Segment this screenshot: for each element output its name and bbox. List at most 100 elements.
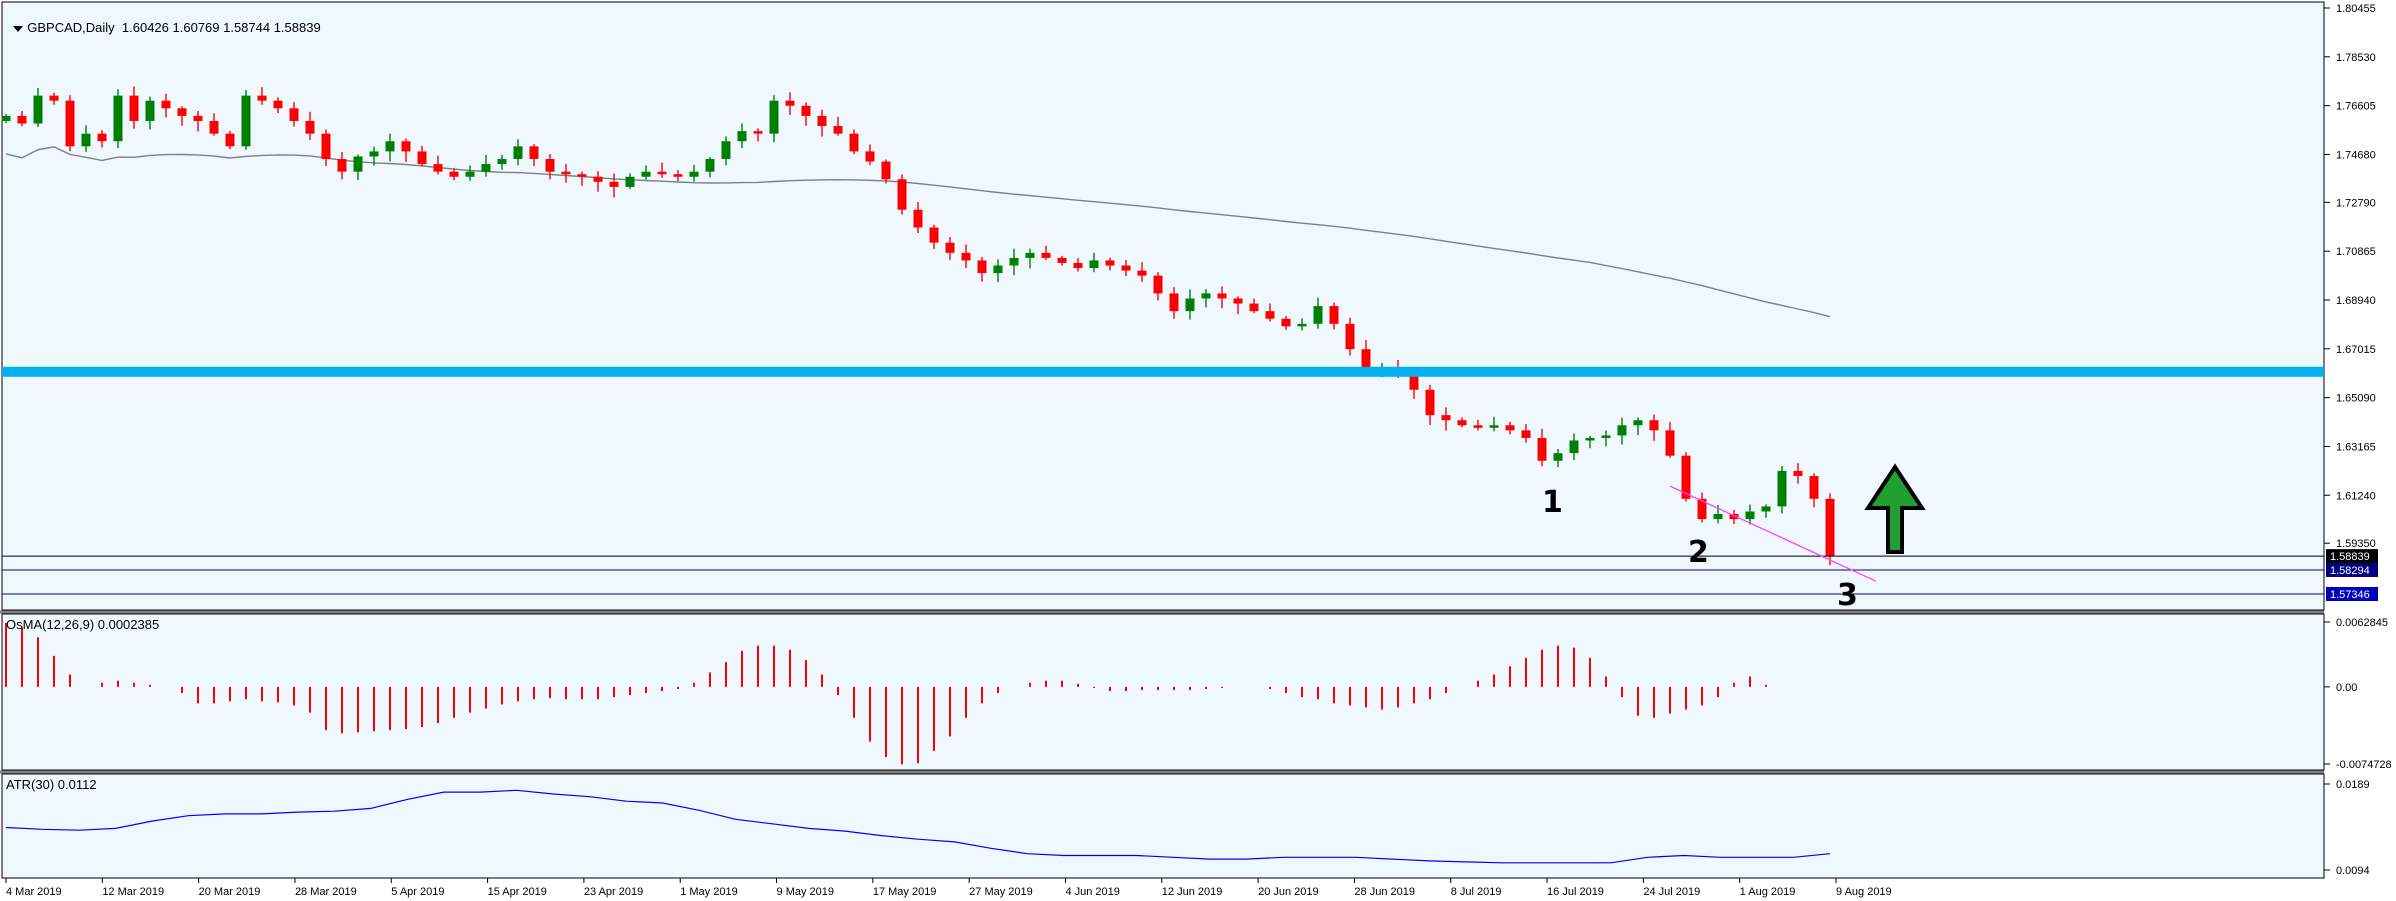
date-tick-label: 5 Apr 2019 bbox=[391, 886, 444, 898]
candle-body bbox=[625, 176, 635, 187]
candle-body bbox=[241, 95, 251, 147]
candle-body bbox=[1009, 257, 1019, 266]
support-zone-line[interactable] bbox=[2, 366, 2324, 377]
date-tick-label: 8 Jul 2019 bbox=[1451, 886, 1502, 898]
candle-body bbox=[545, 159, 555, 172]
candle-body bbox=[1825, 498, 1835, 557]
candle-body bbox=[609, 181, 619, 187]
candle-body bbox=[1409, 369, 1419, 390]
candle-body bbox=[1649, 420, 1659, 431]
candle-body bbox=[1169, 293, 1179, 312]
date-tick-label: 16 Jul 2019 bbox=[1547, 886, 1604, 898]
candle-body bbox=[1, 115, 11, 121]
osma-panel[interactable] bbox=[1, 613, 2325, 771]
date-tick-label: 15 Apr 2019 bbox=[488, 886, 547, 898]
ohlc-values: 1.60426 1.60769 1.58744 1.58839 bbox=[121, 20, 321, 35]
candle-body bbox=[1473, 425, 1483, 428]
candle-body bbox=[1249, 303, 1259, 312]
trendline[interactable] bbox=[1669, 485, 1877, 582]
up-arrow-icon bbox=[1864, 463, 1926, 554]
price-tick-label: 1.68940 bbox=[2336, 295, 2376, 307]
main-panel[interactable] bbox=[1, 1, 2325, 611]
date-tick-label: 1 Aug 2019 bbox=[1740, 886, 1796, 898]
candle-body bbox=[801, 105, 811, 116]
candle-body bbox=[465, 171, 475, 177]
candle-body bbox=[737, 131, 747, 142]
date-tick-label: 9 Aug 2019 bbox=[1836, 886, 1892, 898]
candle-body bbox=[257, 95, 267, 101]
osma-tick-label: -0.0074728 bbox=[2336, 759, 2392, 771]
osma-tick-label: 0.00 bbox=[2336, 682, 2357, 694]
date-tick-label: 1 May 2019 bbox=[680, 886, 737, 898]
candle-body bbox=[129, 95, 139, 121]
candle-body bbox=[1329, 306, 1339, 324]
candle-body bbox=[49, 95, 59, 101]
atr-tick-label: 0.0094 bbox=[2336, 865, 2370, 877]
candle-body bbox=[1681, 455, 1691, 499]
candle-body bbox=[657, 171, 667, 175]
candle-body bbox=[1201, 293, 1211, 299]
candle-body bbox=[945, 242, 955, 253]
price-label: 1.57346 bbox=[2330, 589, 2370, 601]
date-tick-label: 20 Mar 2019 bbox=[199, 886, 261, 898]
triangle-down-icon[interactable] bbox=[13, 25, 24, 32]
atr-tick-label: 0.0189 bbox=[2336, 779, 2370, 791]
candle-body bbox=[17, 115, 27, 124]
candle-body bbox=[1345, 323, 1355, 350]
candle-body bbox=[417, 151, 427, 165]
candle-body bbox=[929, 227, 939, 243]
price-label: 1.58294 bbox=[2330, 565, 2370, 577]
candle-body bbox=[1121, 265, 1131, 271]
candle-body bbox=[817, 115, 827, 127]
candle-body bbox=[833, 126, 843, 134]
osma-tick-label: 0.0062845 bbox=[2336, 617, 2388, 629]
candle-body bbox=[1425, 389, 1435, 416]
date-tick-label: 4 Mar 2019 bbox=[6, 886, 62, 898]
candle-body bbox=[1617, 425, 1627, 436]
candle-body bbox=[993, 265, 1003, 274]
candle-body bbox=[1217, 293, 1227, 299]
candle-body bbox=[193, 115, 203, 121]
candle-body bbox=[1137, 270, 1147, 276]
price-tick-label: 1.61240 bbox=[2336, 490, 2376, 502]
price-tick-label: 1.78530 bbox=[2336, 52, 2376, 64]
candle-body bbox=[721, 141, 731, 160]
candle-body bbox=[385, 141, 395, 152]
candle-body bbox=[689, 171, 699, 177]
candle-body bbox=[913, 209, 923, 228]
date-tick-label: 17 May 2019 bbox=[873, 886, 937, 898]
candle-body bbox=[1281, 318, 1291, 327]
candle-body bbox=[1553, 453, 1563, 461]
candle-body bbox=[1265, 311, 1275, 319]
candle-body bbox=[705, 159, 715, 172]
candle-body bbox=[65, 100, 75, 147]
candle-body bbox=[1313, 306, 1323, 324]
candle-body bbox=[1809, 475, 1819, 499]
date-tick-label: 27 May 2019 bbox=[969, 886, 1033, 898]
candle-body bbox=[1505, 425, 1515, 431]
date-tick-label: 24 Jul 2019 bbox=[1643, 886, 1700, 898]
candle-body bbox=[1057, 257, 1067, 263]
atr-line bbox=[5, 789, 1831, 864]
price-tick-label: 1.59350 bbox=[2336, 538, 2376, 550]
candle-body bbox=[849, 133, 859, 152]
candle-body bbox=[449, 171, 459, 177]
candle-body bbox=[1233, 298, 1243, 304]
candle-body bbox=[1441, 415, 1451, 421]
candle-body bbox=[1745, 511, 1755, 520]
date-tick-label: 12 Jun 2019 bbox=[1162, 886, 1223, 898]
candle-body bbox=[577, 174, 587, 177]
price-tick-label: 1.74680 bbox=[2336, 149, 2376, 161]
candle-body bbox=[785, 100, 795, 106]
candle-body bbox=[897, 179, 907, 210]
candle-body bbox=[977, 260, 987, 274]
price-label-box bbox=[2326, 562, 2378, 577]
candle-body bbox=[481, 164, 491, 172]
candle-body bbox=[1713, 514, 1723, 520]
candle-body bbox=[1105, 260, 1115, 266]
candle-body bbox=[1457, 420, 1467, 426]
atr-panel[interactable] bbox=[1, 773, 2325, 879]
candle-body bbox=[561, 171, 571, 175]
date-tick-label: 12 Mar 2019 bbox=[102, 886, 164, 898]
